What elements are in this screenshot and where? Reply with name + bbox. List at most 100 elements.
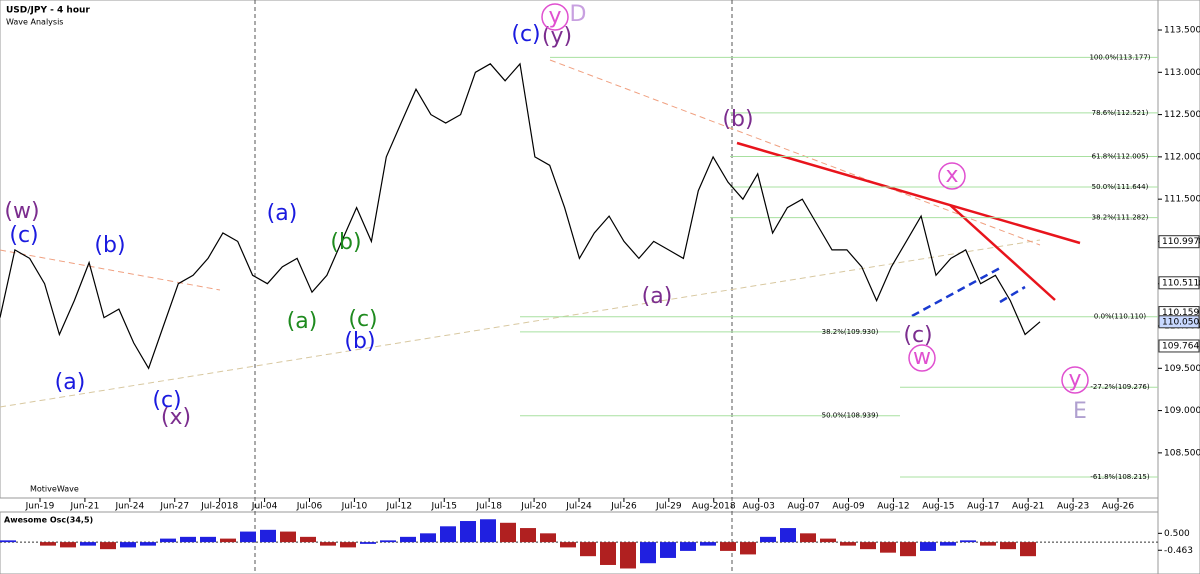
osc-bar — [840, 542, 856, 546]
wave-circle — [908, 344, 936, 372]
osc-bar — [160, 538, 176, 543]
x-tick-label: Jul-18 — [475, 502, 502, 512]
osc-bar — [360, 542, 376, 544]
osc-bar — [880, 542, 896, 553]
watermark: MotiveWave — [30, 485, 79, 494]
osc-bar — [720, 542, 736, 551]
osc-tick-label: 0.500 — [1164, 529, 1190, 539]
osc-tick-label: -0.463 — [1164, 546, 1193, 556]
price-marker-label: 110.159 — [1162, 308, 1199, 318]
osc-bar — [40, 542, 56, 546]
fib-label: 0.0%(110.110) — [1094, 313, 1146, 321]
y-tick-label: 112.500 — [1164, 110, 1200, 120]
osc-bar — [420, 533, 436, 543]
wave-circle — [541, 3, 569, 31]
wave-circle — [1061, 366, 1089, 394]
osc-bar — [980, 542, 996, 546]
osc-bar — [260, 529, 276, 543]
x-tick-label: Aug-12 — [877, 502, 909, 512]
wave-circle — [938, 162, 966, 190]
trend-line — [0, 249, 221, 291]
osc-bar — [1020, 542, 1036, 557]
x-tick-label: Aug-07 — [787, 502, 819, 512]
resistance-line — [949, 204, 1056, 301]
osc-bar — [300, 536, 316, 543]
price-marker-label: 109.764 — [1162, 341, 1199, 351]
osc-bar — [180, 536, 196, 543]
x-tick-label: Aug-21 — [1012, 502, 1044, 512]
wave-label: (a) — [55, 370, 86, 395]
osc-bar — [120, 542, 136, 548]
osc-bar — [340, 542, 356, 548]
osc-bar — [740, 542, 756, 555]
wave-label: (a) — [287, 309, 318, 334]
price-marker — [1158, 315, 1200, 329]
trend-line — [0, 239, 1041, 408]
x-tick-label: Jul-06 — [296, 502, 323, 512]
x-tick-label: Jul-24 — [565, 502, 592, 512]
osc-bar — [900, 542, 916, 557]
support-line — [999, 285, 1026, 304]
chart-subtitle: Wave Analysis — [6, 18, 63, 27]
osc-bar — [680, 542, 696, 551]
price-marker — [1158, 276, 1200, 290]
fib-label: 50.0%(111.644) — [1092, 183, 1149, 191]
osc-bar — [620, 542, 636, 569]
wave-label: (c) — [511, 22, 540, 47]
osc-bar — [1000, 542, 1016, 550]
osc-bar — [280, 531, 296, 543]
x-tick-label: Jul-15 — [430, 502, 457, 512]
fib-label: 78.6%(112.521) — [1092, 109, 1149, 117]
osc-bar — [860, 542, 876, 550]
x-tick-label: Aug-23 — [1057, 502, 1089, 512]
x-tick-label: Jul-12 — [386, 502, 413, 512]
wave-label: (c) — [152, 388, 181, 413]
x-tick-label: Jul-04 — [251, 502, 278, 512]
wave-label: E — [1073, 399, 1087, 424]
osc-bar — [460, 521, 476, 543]
osc-bar — [520, 528, 536, 543]
wave-label: (a) — [267, 201, 298, 226]
price-marker-label: 110.997 — [1162, 237, 1199, 247]
x-tick-label: Jul-26 — [610, 502, 637, 512]
x-tick-label: Jun-19 — [25, 502, 55, 512]
y-tick-label: 108.500 — [1164, 448, 1200, 458]
x-tick-label: Jun-24 — [114, 502, 144, 512]
osc-bar — [200, 536, 216, 543]
x-tick-label: Jun-21 — [70, 502, 100, 512]
osc-bar — [240, 531, 256, 543]
y-tick-label: 113.000 — [1164, 68, 1200, 78]
osc-bar — [380, 540, 396, 543]
osc-bar — [940, 542, 956, 546]
y-tick-label: 112.000 — [1164, 152, 1200, 162]
osc-bar — [400, 536, 416, 543]
x-tick-label: Aug-09 — [832, 502, 865, 512]
fib-label: 61.8%(112.005) — [1092, 152, 1149, 160]
osc-bar — [660, 542, 676, 558]
osc-bar — [480, 519, 496, 543]
osc-bar — [500, 522, 516, 543]
resistance-line — [736, 141, 1081, 245]
osc-bar — [320, 542, 336, 546]
price-marker — [1158, 235, 1200, 249]
wave-label: D — [570, 2, 587, 27]
x-tick-label: Jul-10 — [341, 502, 368, 512]
y-tick-label: 111.500 — [1164, 195, 1200, 205]
wave-label: (b) — [330, 230, 361, 255]
oscillator-panel — [0, 511, 1159, 574]
y-tick-label: 113.500 — [1164, 26, 1200, 36]
osc-bar — [800, 533, 816, 543]
osc-bar — [220, 538, 236, 543]
osc-bar — [100, 542, 116, 550]
wave-label: (b) — [94, 233, 125, 258]
oscillator-title: Awesome Osc(34,5) — [4, 516, 93, 525]
trend-line — [549, 59, 1041, 246]
wave-label: (y) — [542, 24, 572, 49]
osc-bar — [440, 526, 456, 543]
x-tick-label: Jul-29 — [655, 502, 682, 512]
osc-bar — [960, 540, 976, 543]
wave-label: (b) — [722, 107, 753, 132]
osc-bar — [600, 542, 616, 565]
fib-label: -27.2%(109.276) — [1090, 383, 1149, 391]
